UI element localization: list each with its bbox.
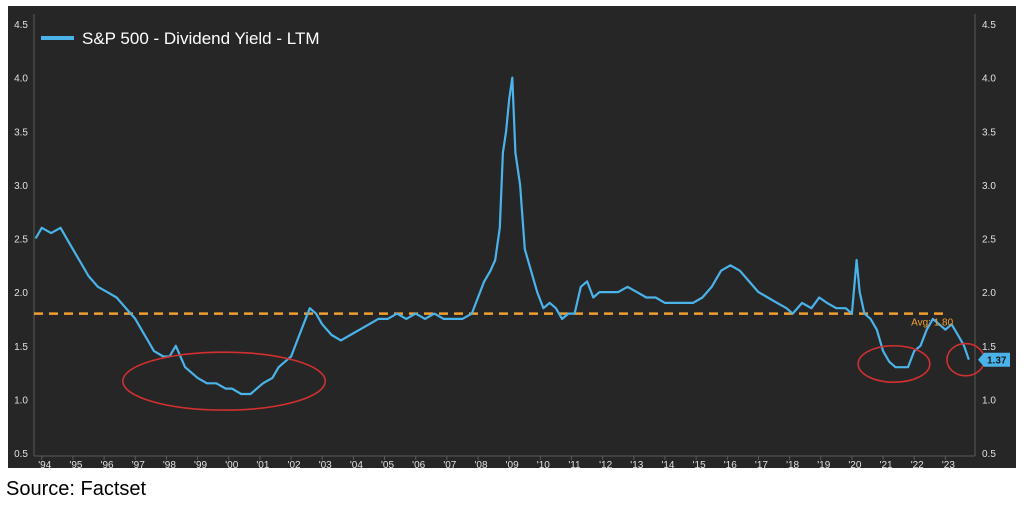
dividend-yield-series-line (34, 76, 970, 396)
y-tick-right-label: 1.0 (982, 395, 996, 406)
x-tick-label: '20 (848, 460, 861, 471)
y-tick-right-label: 2.0 (982, 288, 996, 299)
x-tick-label: '94 (38, 460, 51, 471)
x-tick-label: '17 (755, 460, 768, 471)
y-tick-right-label: 1.5 (982, 342, 996, 353)
x-tick-label: '08 (474, 460, 487, 471)
chart-background (8, 6, 1016, 468)
x-tick-label: '00 (225, 460, 238, 471)
x-tick-label: '02 (288, 460, 301, 471)
y-tick-left-label: 1.0 (14, 395, 28, 406)
x-tick-label: '97 (132, 460, 145, 471)
highlight-ellipse (857, 344, 931, 384)
y-tick-left-label: 0.5 (14, 449, 28, 460)
y-tick-left-label: 2.5 (14, 235, 28, 246)
x-tick-label: '01 (256, 460, 269, 471)
x-tick-label: '03 (319, 460, 332, 471)
x-tick-label: '15 (693, 460, 706, 471)
last-value-badge: 1.37 (978, 352, 1010, 367)
average-label: Avg: 1.80 (911, 318, 954, 329)
x-tick-label: '09 (506, 460, 519, 471)
legend-label: S&P 500 - Dividend Yield - LTM (82, 29, 320, 48)
x-tick-label: '95 (69, 460, 82, 471)
y-tick-left-label: 4.5 (14, 20, 28, 31)
x-tick-label: '23 (942, 460, 955, 471)
y-tick-left-label: 3.0 (14, 181, 28, 192)
x-tick-label: '98 (163, 460, 176, 471)
x-tick-label: '12 (599, 460, 612, 471)
x-tick-label: '18 (786, 460, 799, 471)
legend: S&P 500 - Dividend Yield - LTM (41, 29, 320, 48)
x-tick-label: '06 (412, 460, 425, 471)
y-tick-left-label: 4.0 (14, 74, 28, 85)
y-tick-right-label: 3.0 (982, 181, 996, 192)
x-tick-label: '96 (101, 460, 114, 471)
y-tick-right-label: 3.5 (982, 127, 996, 138)
y-tick-left-label: 2.0 (14, 288, 28, 299)
y-tick-right-label: 0.5 (982, 449, 996, 460)
x-tick-label: '99 (194, 460, 207, 471)
x-tick-label: '14 (661, 460, 674, 471)
x-tick-label: '10 (537, 460, 550, 471)
x-axis: '94 '95 '96 '97 '98 '99 '00 '01 '02 '03 '04 '05 '06 '… (38, 456, 955, 471)
last-value-badge-shape (978, 352, 1010, 367)
highlight-ellipse (122, 351, 327, 411)
x-tick-label: '11 (568, 460, 581, 471)
x-tick-label: '16 (724, 460, 737, 471)
y-tick-left-label: 1.5 (14, 342, 28, 353)
y-tick-right-label: 4.5 (982, 20, 996, 31)
x-tick-label: '13 (630, 460, 643, 471)
y-tick-left-label: 3.5 (14, 127, 28, 138)
x-tick-label: '04 (350, 460, 363, 471)
x-tick-label: '22 (911, 460, 924, 471)
y-tick-right-label: 4.0 (982, 74, 996, 85)
x-tick-label: '19 (817, 460, 830, 471)
chart-container: 0.5 1.0 1.5 2.0 2.5 3.0 3.5 4.0 4.5 0.5 1.0 1.5 2.0… (8, 6, 1016, 471)
source-note: Source: Factset (6, 478, 147, 500)
y-axis-left: 0.5 1.0 1.5 2.0 2.5 3.0 3.5 4.0 4.5 (14, 20, 28, 460)
x-tick-label: '21 (880, 460, 893, 471)
y-tick-right-label: 2.5 (982, 235, 996, 246)
x-tick-label: '07 (443, 460, 456, 471)
last-value-label: 1.37 (987, 356, 1007, 367)
y-axis-right: 0.5 1.0 1.5 2.0 2.5 3.0 3.5 4.0 4.5 (982, 20, 996, 460)
dividend-yield-chart: 0.5 1.0 1.5 2.0 2.5 3.0 3.5 4.0 4.5 0.5 1.0 1.5 2.0… (8, 6, 1016, 471)
x-tick-label: '05 (381, 460, 394, 471)
